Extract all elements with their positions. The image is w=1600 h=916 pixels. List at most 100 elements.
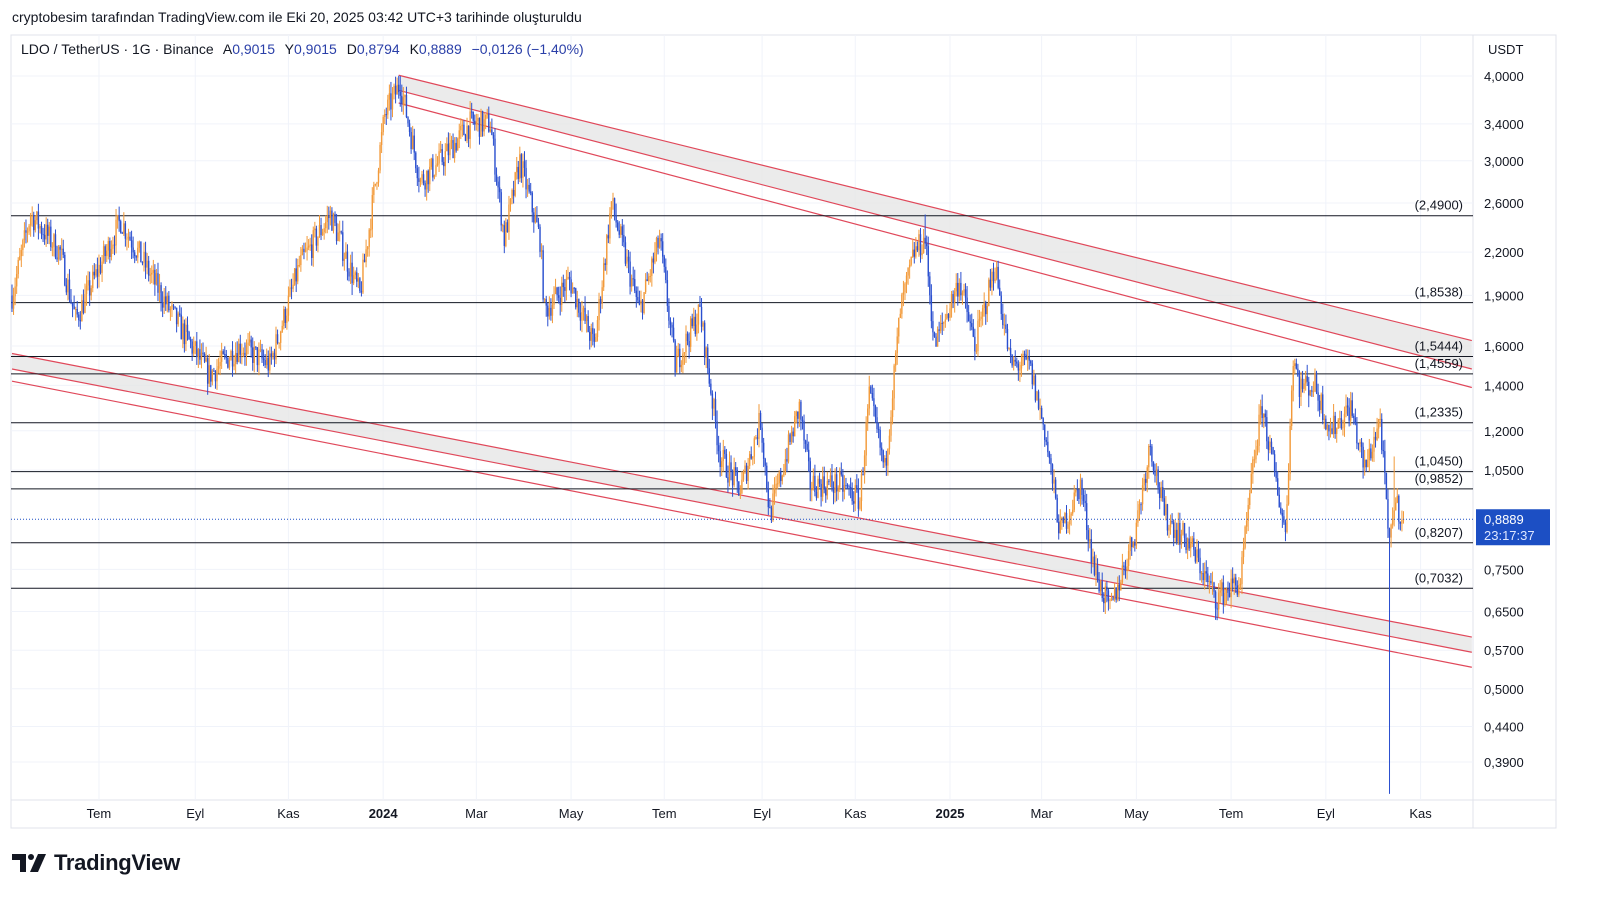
candle-body [219,361,221,367]
candle [1379,408,1381,427]
candle-body [446,143,448,152]
symbol-name[interactable]: LDO / TetherUS · 1G · Binance [21,41,214,57]
candle [177,311,179,327]
candle [724,446,726,459]
candle-body [380,132,383,146]
candle-body [1314,372,1316,392]
candle-body [734,467,737,471]
candle [1099,579,1102,596]
candle [1039,398,1041,421]
candle [514,171,516,198]
candle [744,460,746,474]
candle-body [147,260,150,276]
candle-body [1214,591,1217,609]
candle [244,342,246,366]
candle [248,331,251,346]
candle [1214,590,1217,620]
candle-body [522,161,524,178]
candle-body [1304,376,1307,384]
candle-body [1286,504,1288,532]
candle-body [329,210,332,219]
candle [570,270,572,298]
chart-frame [10,34,1557,829]
level-label: (1,8538) [1415,285,1463,300]
candle [958,278,961,302]
candle-body [458,130,460,139]
candle [787,430,790,464]
price-axis[interactable]: 4,00003,40003,00002,60002,20001,90001,60… [1484,69,1524,770]
candle-body [927,246,929,277]
candle [460,118,462,140]
candle [422,169,425,186]
candle [705,346,707,369]
candle [731,469,734,497]
candle-body [1012,359,1015,366]
candle-body [351,262,353,284]
candle-body [784,459,787,473]
candle [972,319,975,338]
candle-body [425,170,428,190]
candle-body [76,309,78,315]
candle [1019,361,1021,383]
candle-body [1227,589,1229,593]
candle [542,245,544,303]
candle [992,262,995,291]
candle [1399,521,1402,531]
candle-body [155,273,158,285]
candle-body [335,222,338,242]
candle [963,283,965,296]
candle-body [832,487,835,493]
candle [40,221,43,240]
candle [795,410,797,424]
candle [115,208,117,254]
candle [76,301,78,318]
candle-body [700,306,703,327]
candle [1051,463,1054,491]
currency-label[interactable]: USDT [1488,42,1524,57]
time-axis[interactable]: Tem Eyl Kas 2024 Mar May Tem Eyl Kas 2025 Mar May Te… [87,806,1433,821]
candle [526,178,529,197]
candle [272,350,274,360]
candle [862,467,864,476]
candle-body [340,231,342,233]
candle [79,311,82,330]
candle-body [422,174,425,184]
candle-body [404,94,406,98]
candle-body [461,124,464,127]
candle [174,306,176,310]
candle [1194,546,1197,564]
candle [756,428,759,446]
candle [1247,497,1249,532]
candle [1216,603,1218,621]
candle [562,274,565,297]
candle [610,201,613,219]
candle-body [287,295,290,316]
current-price-value: 0,8889 [1484,512,1524,527]
candle-body [292,284,294,289]
candle [220,342,223,369]
candle [252,337,254,371]
candle [955,273,957,297]
candle [604,258,606,271]
candle-body [1323,418,1325,420]
candle [284,306,287,329]
candle [1283,509,1285,525]
candle [540,243,543,260]
candle [28,223,30,235]
candle-body [1356,423,1358,444]
candle-body [1320,394,1322,411]
candle [118,206,120,232]
candle-body [595,337,597,342]
candle [734,462,737,476]
candle [1160,481,1162,502]
candle [168,291,170,313]
candle [781,474,783,485]
candle [292,273,294,293]
candle [1115,587,1117,603]
candle-body [657,237,659,248]
tradingview-logo[interactable]: TradingView [12,850,180,876]
candle [898,317,900,344]
candle [975,344,978,355]
candle-body [764,458,766,466]
